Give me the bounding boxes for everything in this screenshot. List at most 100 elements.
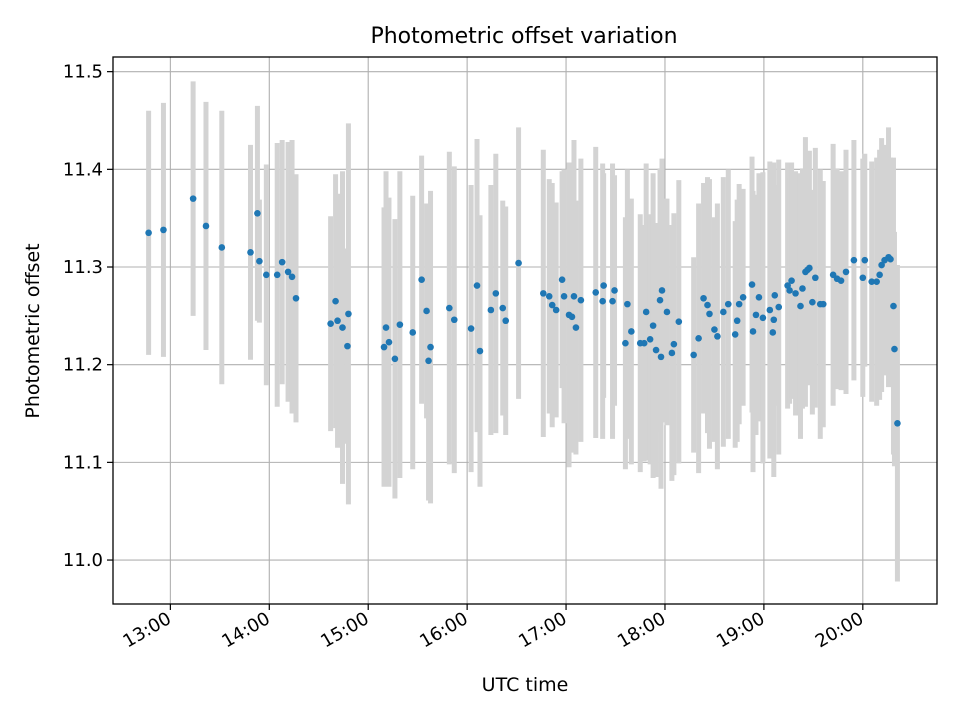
data-point	[739, 293, 747, 301]
data-point	[339, 324, 346, 331]
data-point	[775, 303, 783, 311]
y-axis-label: Photometric offset	[22, 243, 44, 418]
data-point	[548, 301, 556, 309]
data-point	[769, 329, 777, 336]
data-point	[545, 293, 553, 300]
data-point	[649, 322, 657, 329]
data-point	[695, 335, 702, 342]
data-point	[642, 308, 650, 316]
data-point	[809, 298, 816, 306]
x-tick-label: 18:00	[614, 608, 669, 652]
data-point	[894, 419, 901, 427]
data-point	[733, 317, 741, 325]
data-point	[878, 261, 885, 269]
data-point	[675, 318, 683, 326]
data-point	[160, 226, 167, 234]
x-tick-label: 20:00	[812, 608, 867, 652]
data-point	[706, 310, 713, 318]
data-point	[446, 304, 453, 312]
data-point	[797, 302, 804, 310]
data-point	[540, 290, 547, 297]
y-tick-label: 11.1	[63, 452, 103, 473]
data-point	[731, 331, 739, 338]
data-point	[570, 293, 578, 300]
data-point	[806, 264, 813, 272]
data-point	[609, 297, 616, 305]
data-point	[700, 294, 707, 302]
data-point	[467, 325, 475, 332]
data-point	[380, 343, 388, 351]
data-point	[247, 249, 254, 256]
data-point	[868, 278, 876, 285]
data-point	[425, 357, 432, 365]
data-point	[256, 257, 263, 265]
y-tick-label: 11.4	[63, 159, 103, 180]
data-point	[558, 276, 566, 284]
data-point	[600, 282, 607, 289]
plot-frame	[112, 56, 938, 605]
data-point	[859, 274, 867, 282]
data-point	[724, 300, 732, 308]
data-point	[218, 244, 226, 251]
data-point	[487, 306, 495, 314]
data-point	[766, 306, 774, 314]
data-point	[334, 317, 341, 325]
data-point	[622, 339, 629, 347]
data-point	[749, 328, 757, 335]
data-point	[327, 320, 334, 327]
data-point	[492, 290, 500, 297]
x-tick-label: 15:00	[317, 608, 372, 652]
data-point	[599, 297, 606, 305]
data-point	[887, 255, 894, 263]
data-point	[850, 256, 858, 264]
data-point	[663, 308, 671, 316]
data-point	[396, 321, 404, 328]
data-point	[273, 271, 281, 279]
data-point	[450, 316, 458, 324]
data-point	[345, 310, 352, 318]
data-point	[189, 195, 197, 202]
data-point	[288, 273, 296, 281]
data-point	[812, 274, 819, 282]
data-point	[385, 338, 393, 346]
x-tick-label: 16:00	[416, 608, 471, 652]
data-point	[704, 301, 711, 309]
data-point	[572, 324, 580, 331]
data-point	[499, 304, 507, 312]
data-point	[792, 290, 799, 297]
data-point	[735, 300, 743, 308]
data-point	[202, 222, 210, 230]
data-point	[891, 345, 898, 353]
data-point	[284, 268, 292, 276]
x-axis: 13:00 14:00 15:00 16:00 17:00 18:00 19:00 20:00	[119, 604, 867, 652]
data-point	[418, 276, 425, 284]
data-point	[624, 300, 631, 308]
data-point	[759, 314, 767, 322]
data-point	[409, 329, 417, 336]
data-point	[658, 287, 666, 294]
data-point	[577, 296, 585, 304]
data-point	[628, 328, 635, 335]
data-point	[344, 342, 351, 350]
data-point	[890, 302, 897, 310]
y-tick-label: 11.3	[63, 257, 103, 278]
data-point	[515, 259, 522, 267]
data-point	[656, 296, 664, 304]
data-point	[332, 297, 339, 305]
data-point	[552, 306, 560, 314]
data-point	[873, 278, 880, 285]
y-tick-label: 11.5	[63, 62, 103, 83]
data-point	[755, 293, 763, 301]
data-point	[657, 353, 665, 361]
x-tick-label: 17:00	[515, 608, 570, 652]
data-point	[254, 209, 261, 217]
data-point	[145, 229, 152, 237]
x-axis-label: UTC time	[482, 674, 569, 696]
data-point	[748, 281, 756, 288]
data-point	[292, 294, 300, 302]
data-point	[837, 277, 845, 284]
data-point	[423, 307, 430, 315]
data-point	[842, 268, 850, 276]
data-point	[861, 256, 869, 264]
